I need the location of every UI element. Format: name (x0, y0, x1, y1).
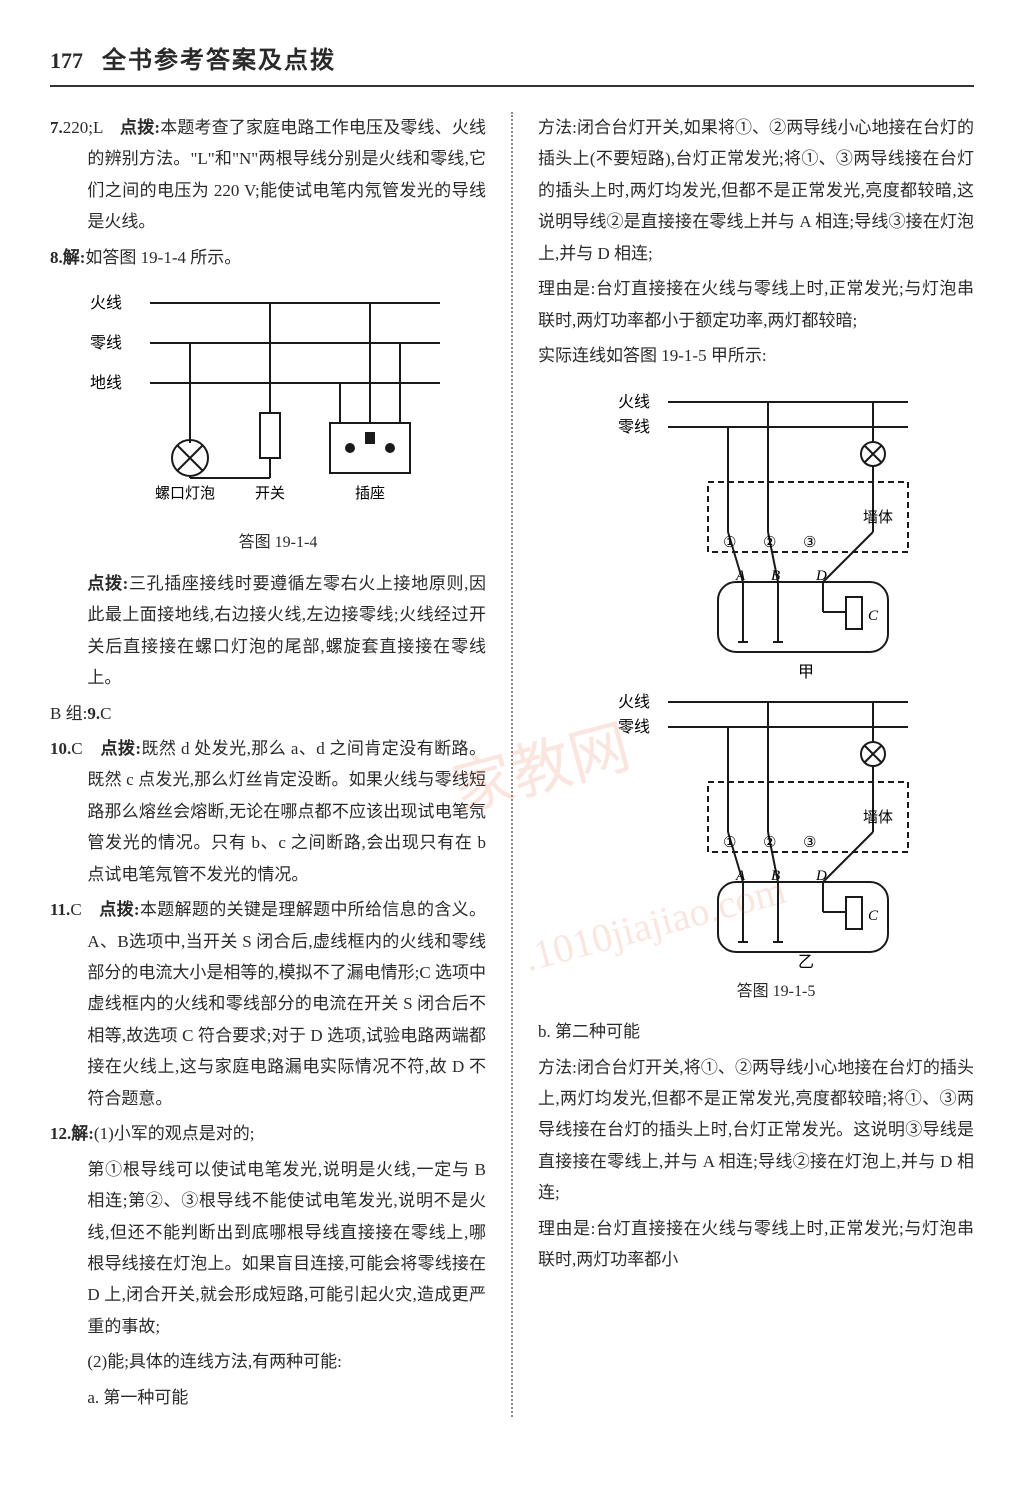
svg-text:①: ① (723, 535, 736, 551)
svg-text:开关: 开关 (255, 485, 285, 502)
method2: 方法:闭合台灯开关,将①、②两导线小心地接在台灯的插头上,两灯均发光,但都不是正… (538, 1052, 974, 1209)
q11-hint-label: 点拨: (99, 900, 139, 919)
q10-label: 10. (50, 739, 71, 758)
page-number: 177 (50, 48, 83, 74)
reason2-block: 理由是:台灯直接接在火线与零线上时,正常发光;与灯泡串联时,两灯功率都小 (538, 1213, 974, 1276)
reason2-label: 理由是: (538, 1219, 595, 1238)
svg-text:A: A (735, 568, 746, 584)
q11-answer: C (70, 900, 81, 919)
q9-answer: C (100, 704, 111, 723)
circuit-diagram-2-svg: 火线 零线 墙体 ① ② ③ A B D C 甲 (578, 382, 918, 972)
diagram-19-1-4-caption: 答图 19-1-4 (70, 528, 486, 558)
left-column: 7.220;L 点拨:本题考查了家庭电路工作电压及零线、火线的辨别方法。"L"和… (50, 112, 486, 1417)
q7-label: 7. (50, 118, 63, 137)
q8-answer: 如答图 19-1-4 所示。 (85, 248, 241, 267)
right-cont1: 方法:闭合台灯开关,如果将①、②两导线小心地接在台灯的插头上(不要短路),台灯正… (538, 112, 974, 269)
right-actual: 实际连线如答图 19-1-5 甲所示: (538, 340, 974, 371)
question-10: 10.C 点拨:既然 d 处发光,那么 a、d 之间肯定没有断路。既然 c 点发… (50, 733, 486, 890)
q9-label: 9. (87, 704, 100, 723)
reason2-text: 台灯直接接在火线与零线上时,正常发光;与灯泡串联时,两灯功率都小 (538, 1219, 974, 1269)
svg-text:A: A (735, 868, 746, 884)
svg-text:墙体: 墙体 (863, 509, 893, 526)
reason1-text: 台灯直接接在火线与零线上时,正常发光;与灯泡串联时,两灯功率都小于额定功率,两灯… (538, 279, 974, 329)
q8-ans-label: 解: (63, 248, 86, 267)
q8-hint: 三孔插座接线时要遵循左零右火上接地原则,因此最上面接地线,右边接火线,左边接零线… (87, 574, 486, 687)
svg-text:②: ② (763, 535, 776, 551)
diagram-19-1-4: 火线 零线 地线 螺口灯泡 开关 插座 答图 19-1-4 (70, 283, 486, 558)
q8-label: 8. (50, 248, 63, 267)
svg-text:甲: 甲 (798, 664, 814, 681)
diagram-19-1-5-caption: 答图 19-1-5 (578, 977, 974, 1007)
svg-text:火线: 火线 (618, 693, 650, 711)
b-group-header: B 组:9.C (50, 698, 486, 729)
q8-hint-label: 点拨: (87, 574, 128, 593)
q12-ans-label: 解: (71, 1124, 94, 1143)
svg-text:地线: 地线 (90, 374, 122, 392)
svg-text:B: B (771, 868, 780, 884)
sub-b: b. 第二种可能 (538, 1016, 974, 1047)
right-reason1-block: 理由是:台灯直接接在火线与零线上时,正常发光;与灯泡串联时,两灯功率都小于额定功… (538, 273, 974, 336)
svg-text:②: ② (763, 835, 776, 851)
svg-text:乙: 乙 (798, 954, 814, 971)
svg-text:墙体: 墙体 (863, 809, 893, 826)
svg-text:①: ① (723, 835, 736, 851)
svg-text:D: D (815, 568, 827, 584)
diagram-19-1-5: 火线 零线 墙体 ① ② ③ A B D C 甲 (578, 382, 974, 1007)
question-7: 7.220;L 点拨:本题考查了家庭电路工作电压及零线、火线的辨别方法。"L"和… (50, 112, 486, 238)
circuit-diagram-svg: 火线 零线 地线 螺口灯泡 开关 插座 (70, 283, 450, 523)
svg-text:C: C (868, 608, 879, 624)
svg-text:D: D (815, 868, 827, 884)
svg-text:螺口灯泡: 螺口灯泡 (155, 485, 215, 502)
q8-hint-block: 点拨:三孔插座接线时要遵循左零右火上接地原则,因此最上面接地线,右边接火线,左边… (50, 568, 486, 694)
svg-text:火线: 火线 (618, 393, 650, 411)
right-column: 方法:闭合台灯开关,如果将①、②两导线小心地接在台灯的插头上(不要短路),台灯正… (538, 112, 974, 1417)
svg-text:插座: 插座 (355, 485, 385, 502)
column-divider (511, 112, 513, 1417)
question-12: 12.解:(1)小军的观点是对的; (50, 1118, 486, 1149)
b-group-label: B 组: (50, 704, 87, 723)
q12-sub-a: a. 第一种可能 (50, 1382, 486, 1413)
svg-text:零线: 零线 (90, 334, 122, 352)
svg-text:B: B (771, 568, 780, 584)
question-11: 11.C 点拨:本题解题的关键是理解题中所给信息的含义。A、B选项中,当开关 S… (50, 894, 486, 1114)
reason-label: 理由是: (538, 279, 595, 298)
q7-answer: 220;L (63, 118, 103, 137)
q12-part1: (1)小军的观点是对的; (94, 1124, 255, 1143)
svg-text:火线: 火线 (90, 294, 122, 312)
q10-hint: 既然 d 处发光,那么 a、d 之间肯定没有断路。既然 c 点发光,那么灯丝肯定… (87, 739, 486, 884)
page-header: 177 全书参考答案及点拨 (50, 40, 974, 87)
svg-text:C: C (868, 908, 879, 924)
q10-hint-label: 点拨: (100, 739, 141, 758)
svg-text:零线: 零线 (618, 718, 650, 736)
question-8: 8.解:如答图 19-1-4 所示。 (50, 242, 486, 273)
q12-part2: (2)能;具体的连线方法,有两种可能: (50, 1346, 486, 1377)
svg-text:零线: 零线 (618, 418, 650, 436)
svg-text:③: ③ (803, 835, 816, 851)
page-title: 全书参考答案及点拨 (102, 40, 336, 75)
q12-body1: 第①根导线可以使试电笔发光,说明是火线,一定与 B 相连;第②、③根导线不能使试… (50, 1154, 486, 1343)
content-area: 7.220;L 点拨:本题考查了家庭电路工作电压及零线、火线的辨别方法。"L"和… (50, 112, 974, 1417)
q12-label: 12. (50, 1124, 71, 1143)
q11-hint: 本题解题的关键是理解题中所给信息的含义。A、B选项中,当开关 S 闭合后,虚线框… (87, 900, 486, 1108)
q7-hint-label: 点拨: (120, 118, 160, 137)
svg-text:③: ③ (803, 535, 816, 551)
q11-label: 11. (50, 900, 70, 919)
q10-answer: C (71, 739, 82, 758)
